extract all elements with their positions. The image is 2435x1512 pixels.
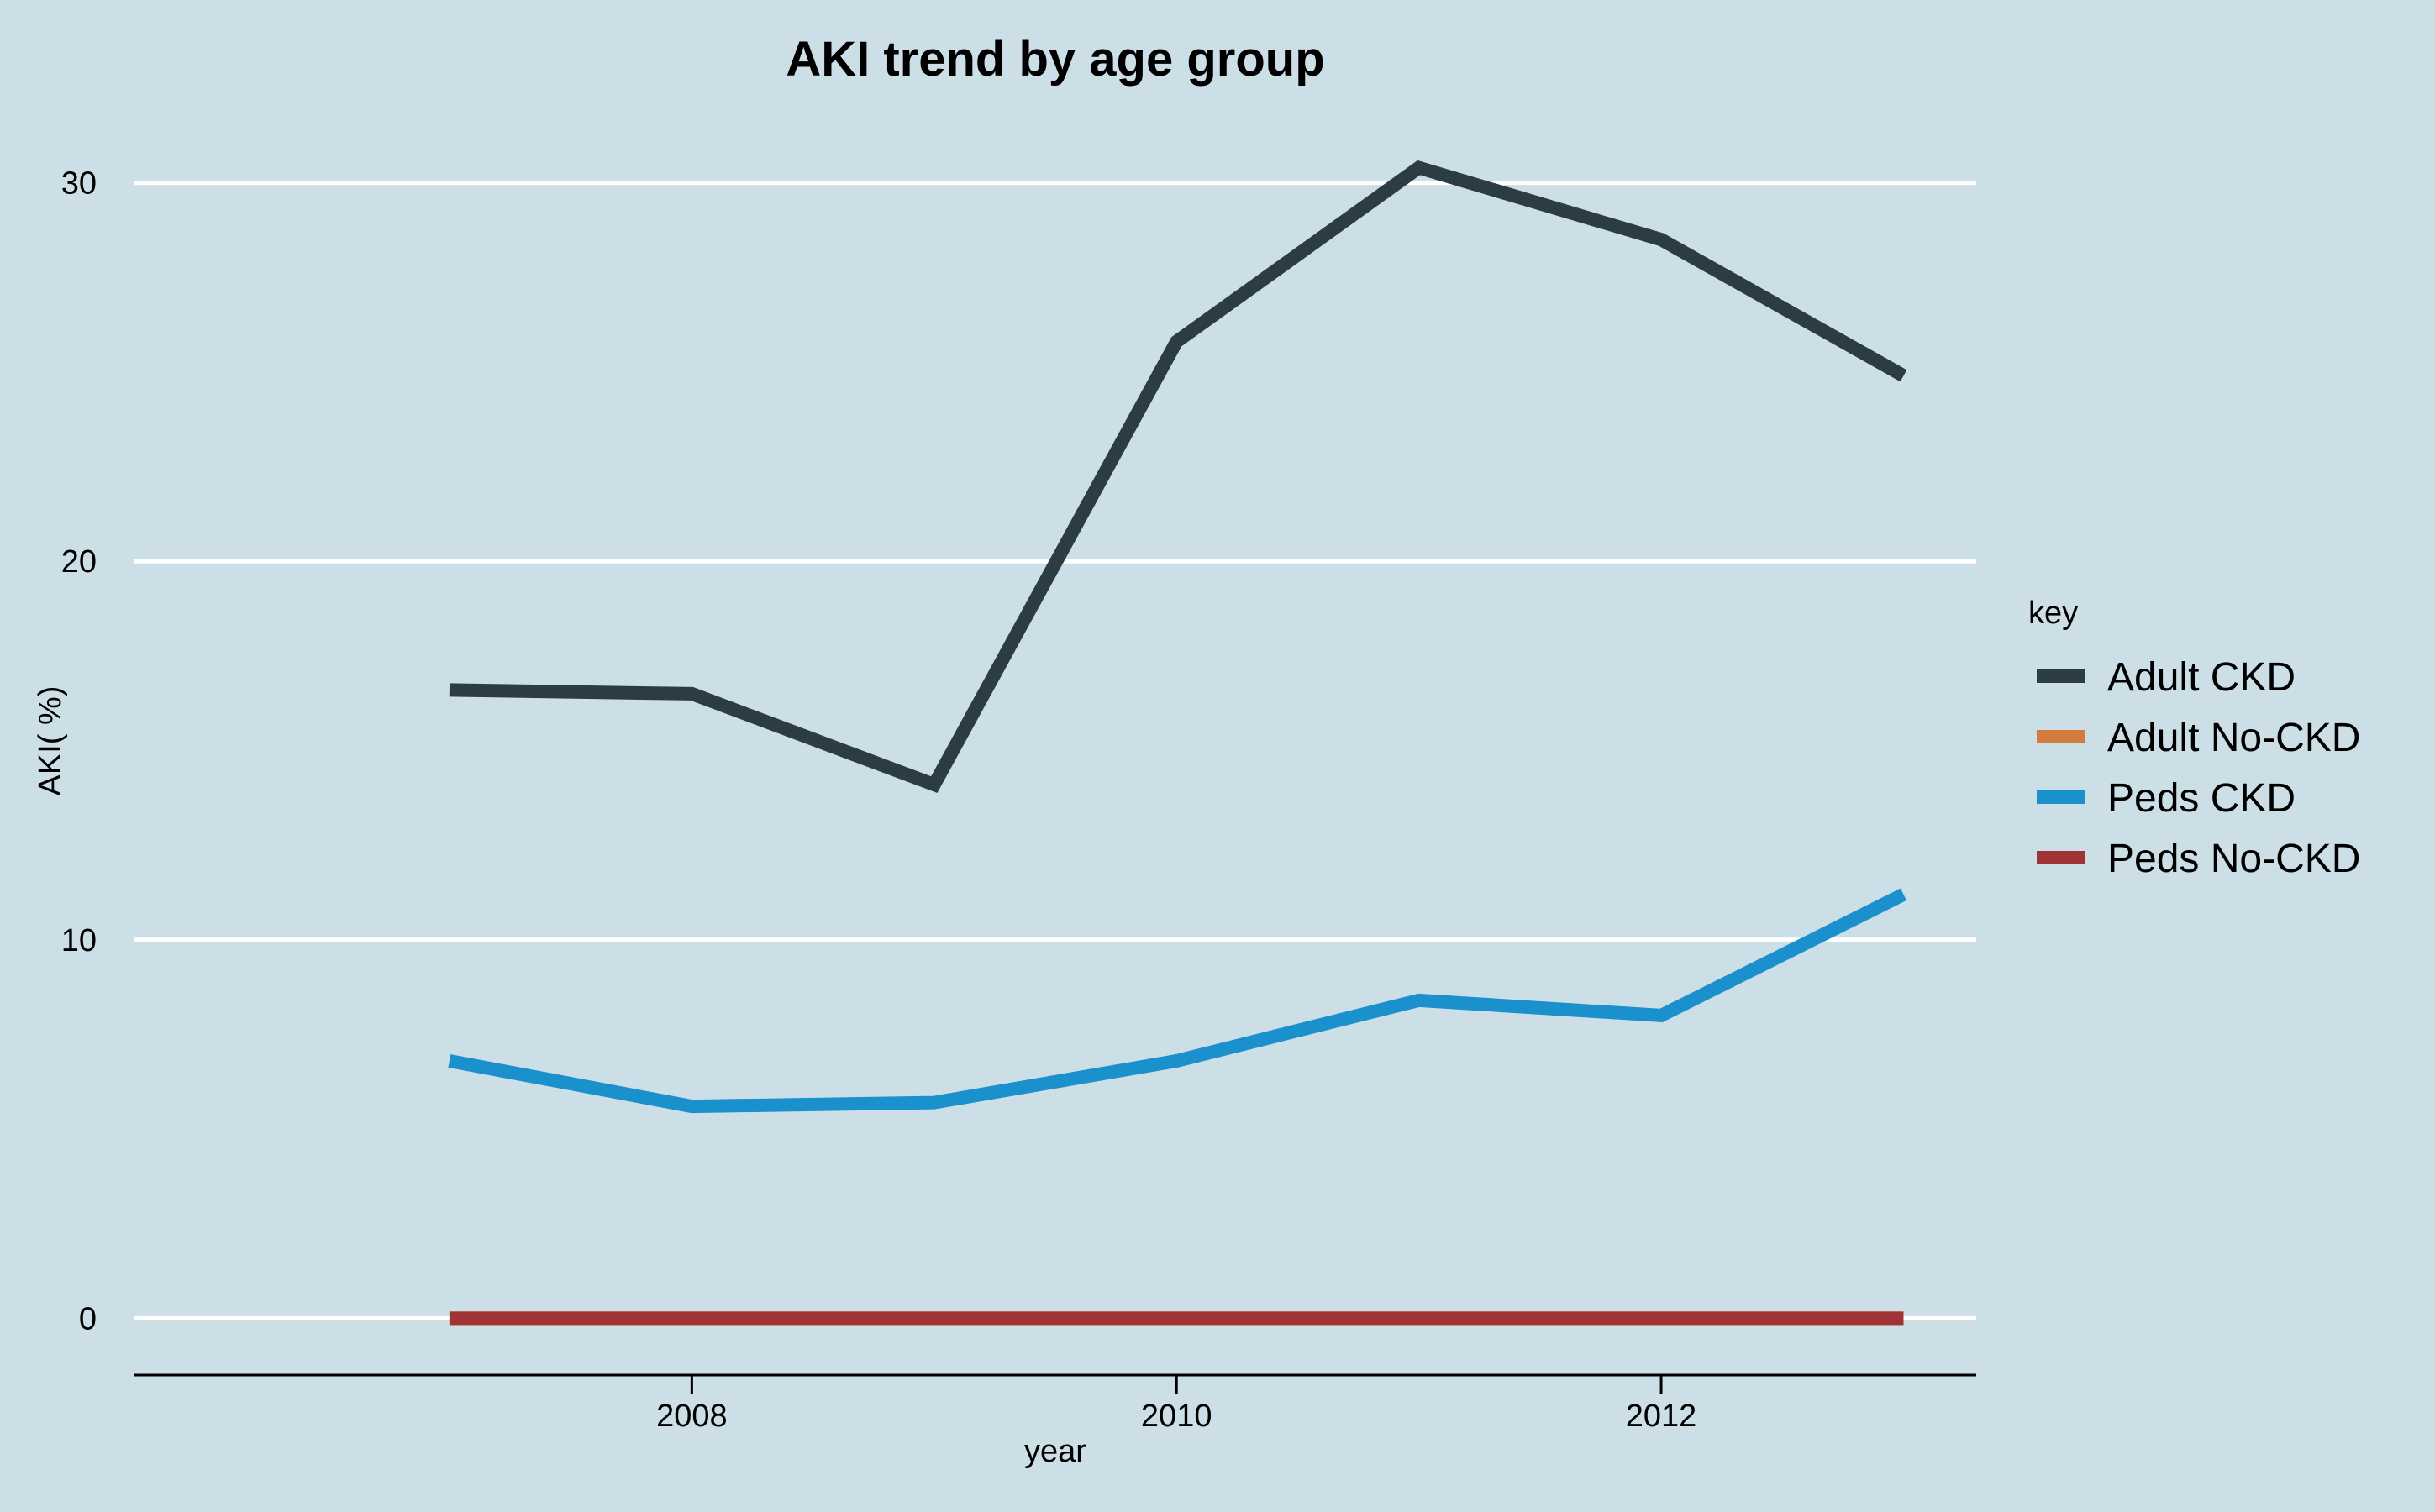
x-tick-label-2008: 2008	[656, 1399, 728, 1434]
legend: key Adult CKD Adult No-CKD Peds CKD Peds No…	[2028, 596, 2360, 881]
y-tick-label-10: 10	[61, 923, 97, 958]
series-line-3	[448, 888, 1907, 1114]
y-tick-label-30: 30	[61, 166, 97, 202]
x-tick-label-2010: 2010	[1141, 1399, 1212, 1434]
legend-label-3: Peds CKD	[2107, 776, 2296, 821]
x-tick-label-2012: 2012	[1626, 1399, 1697, 1434]
y-gridlines	[134, 181, 1976, 1320]
legend-label-1: Adult CKD	[2107, 655, 2296, 700]
legend-label-2: Adult No-CKD	[2107, 716, 2360, 760]
legend-label-4: Peds No-CKD	[2107, 837, 2360, 881]
chart-title: AKI trend by age group	[786, 32, 1324, 87]
y-tick-labels: 0 10 20 30	[61, 166, 97, 1337]
y-axis-title: AKI( %)	[33, 686, 68, 796]
y-tick-label-20: 20	[61, 544, 97, 580]
x-axis-title: year	[1024, 1434, 1086, 1469]
series-line-1	[449, 160, 1907, 794]
x-ticks: 2008 2010 2012	[656, 1375, 1696, 1434]
series-lines	[448, 160, 1907, 1326]
legend-title: key	[2028, 596, 2078, 631]
y-tick-label-0: 0	[79, 1301, 97, 1336]
